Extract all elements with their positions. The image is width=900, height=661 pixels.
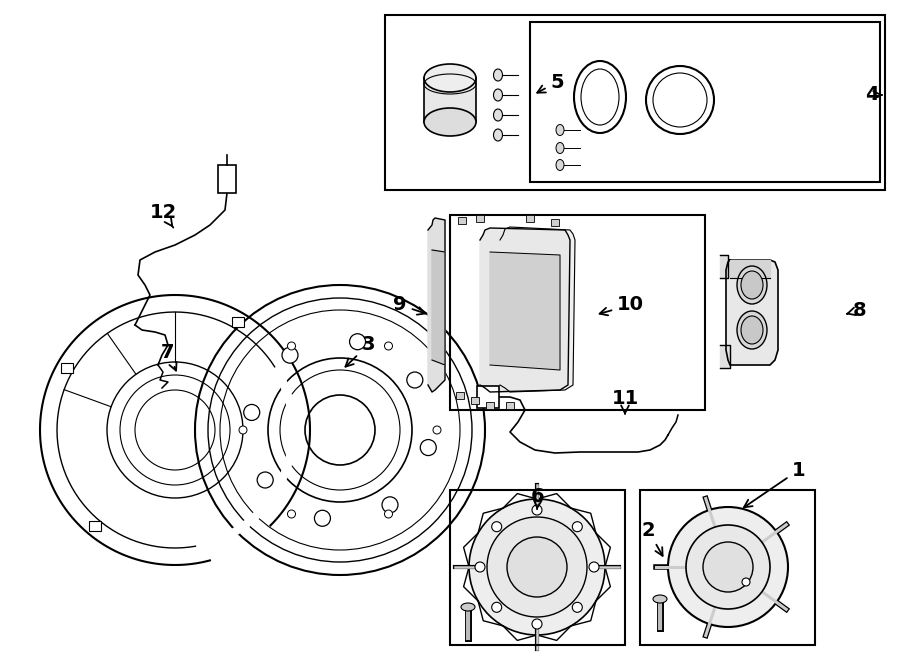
Circle shape	[382, 497, 398, 513]
Ellipse shape	[741, 316, 763, 344]
Text: 11: 11	[611, 389, 639, 414]
Ellipse shape	[461, 603, 475, 611]
Polygon shape	[231, 317, 244, 327]
Circle shape	[244, 405, 260, 420]
Circle shape	[420, 440, 436, 455]
Text: 5: 5	[537, 73, 563, 93]
Text: 4: 4	[865, 85, 882, 104]
Polygon shape	[428, 218, 445, 392]
Ellipse shape	[653, 595, 667, 603]
Circle shape	[532, 619, 542, 629]
Bar	[506, 402, 514, 409]
Text: 8: 8	[847, 301, 867, 319]
Text: 7: 7	[161, 342, 176, 371]
Bar	[486, 402, 494, 409]
Ellipse shape	[424, 64, 476, 92]
Polygon shape	[726, 260, 778, 365]
Circle shape	[532, 505, 542, 515]
Circle shape	[239, 426, 247, 434]
Ellipse shape	[556, 159, 564, 171]
Bar	[424, 78, 476, 122]
Circle shape	[589, 562, 599, 572]
Circle shape	[742, 578, 750, 586]
Circle shape	[572, 522, 582, 531]
Circle shape	[433, 426, 441, 434]
Text: 9: 9	[393, 295, 426, 315]
Circle shape	[668, 507, 788, 627]
Circle shape	[314, 510, 330, 526]
Circle shape	[475, 562, 485, 572]
Bar	[530, 22, 880, 182]
Ellipse shape	[493, 69, 502, 81]
Circle shape	[686, 525, 770, 609]
Bar	[476, 215, 484, 222]
Polygon shape	[730, 260, 770, 278]
Text: 1: 1	[744, 461, 806, 507]
Text: 10: 10	[599, 295, 644, 315]
Circle shape	[507, 537, 567, 597]
Polygon shape	[480, 228, 570, 392]
Circle shape	[487, 517, 587, 617]
Bar	[526, 215, 534, 222]
Circle shape	[384, 510, 392, 518]
Polygon shape	[490, 252, 560, 370]
Ellipse shape	[737, 266, 767, 304]
Bar	[458, 217, 466, 224]
Bar	[640, 490, 815, 645]
Circle shape	[572, 602, 582, 612]
Ellipse shape	[493, 129, 502, 141]
Bar	[450, 215, 705, 410]
Circle shape	[282, 347, 298, 363]
Bar	[218, 165, 236, 193]
Polygon shape	[60, 362, 73, 373]
Text: 2: 2	[641, 520, 662, 556]
Circle shape	[469, 499, 605, 635]
Circle shape	[491, 602, 501, 612]
Ellipse shape	[556, 143, 564, 153]
Ellipse shape	[741, 271, 763, 299]
Circle shape	[287, 510, 295, 518]
Bar	[450, 490, 625, 645]
Bar	[477, 386, 499, 408]
Circle shape	[407, 372, 423, 388]
Circle shape	[305, 395, 375, 465]
Ellipse shape	[493, 89, 502, 101]
Polygon shape	[720, 255, 728, 278]
Circle shape	[257, 472, 274, 488]
Circle shape	[287, 342, 295, 350]
Bar	[456, 392, 464, 399]
Circle shape	[349, 334, 365, 350]
Circle shape	[491, 522, 501, 531]
Ellipse shape	[493, 109, 502, 121]
Bar	[471, 397, 479, 404]
Text: 12: 12	[149, 204, 176, 227]
Bar	[385, 15, 885, 190]
Text: 6: 6	[531, 488, 544, 510]
Polygon shape	[720, 345, 730, 368]
Polygon shape	[89, 521, 101, 531]
Ellipse shape	[737, 311, 767, 349]
Bar	[551, 219, 559, 226]
Ellipse shape	[424, 108, 476, 136]
Text: 3: 3	[346, 336, 374, 367]
Circle shape	[703, 542, 753, 592]
Polygon shape	[500, 227, 575, 392]
Polygon shape	[432, 250, 445, 365]
Circle shape	[384, 342, 392, 350]
Ellipse shape	[556, 124, 564, 136]
